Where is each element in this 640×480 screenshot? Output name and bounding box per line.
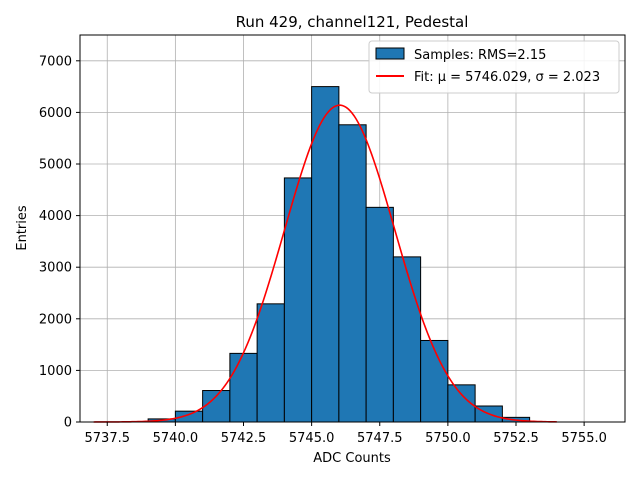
histogram-bars: [147, 86, 531, 423]
y-tick-label: 3000: [39, 261, 72, 276]
plot-frame: [79, 34, 626, 423]
x-tick-label: 5740.0: [153, 431, 199, 446]
y-tick-label: 6000: [39, 106, 72, 121]
x-tick-label: 5747.5: [357, 431, 403, 446]
y-axis-ticks: 0 1000 2000 3000 4000 5000 6000 7000: [39, 54, 80, 431]
legend-fit-label: Fit: μ = 5746.029, σ = 2.023: [414, 70, 600, 85]
chart-title: Run 429, channel121, Pedestal: [236, 13, 469, 31]
histogram-bar: [229, 352, 258, 423]
gaussian-fit-curve: [93, 104, 557, 423]
x-tick-label: 5755.0: [561, 431, 607, 446]
histogram-bar: [365, 206, 394, 423]
x-axis-ticks: 5737.5 5740.0 5742.5 5745.0 5747.5 5750.0 5752…: [85, 422, 607, 446]
legend-histogram-label: Samples: RMS=2.15: [414, 48, 546, 63]
x-tick-label: 5737.5: [85, 431, 131, 446]
histogram-bar: [311, 86, 340, 423]
histogram-bar: [338, 124, 367, 423]
histogram-bar: [420, 339, 449, 423]
legend: Samples: RMS=2.15 Fit: μ = 5746.029, σ =…: [368, 40, 620, 94]
y-tick-label: 0: [64, 416, 72, 431]
y-axis-label: Entries: [15, 205, 30, 251]
x-tick-label: 5750.0: [425, 431, 471, 446]
legend-histogram-swatch: [375, 47, 405, 60]
x-tick-label: 5742.5: [221, 431, 267, 446]
histogram-bar: [256, 303, 285, 423]
x-tick-label: 5745.0: [289, 431, 335, 446]
fit-curve-layer: [93, 104, 557, 423]
y-tick-label: 2000: [39, 312, 72, 327]
y-tick-label: 1000: [39, 364, 72, 379]
y-tick-label: 4000: [39, 209, 72, 224]
y-tick-label: 5000: [39, 158, 72, 173]
x-tick-label: 5752.5: [493, 431, 539, 446]
x-axis-label: ADC Counts: [313, 451, 391, 466]
histogram-bar: [392, 256, 422, 423]
y-tick-label: 7000: [39, 54, 72, 69]
legend-box: [368, 40, 620, 94]
